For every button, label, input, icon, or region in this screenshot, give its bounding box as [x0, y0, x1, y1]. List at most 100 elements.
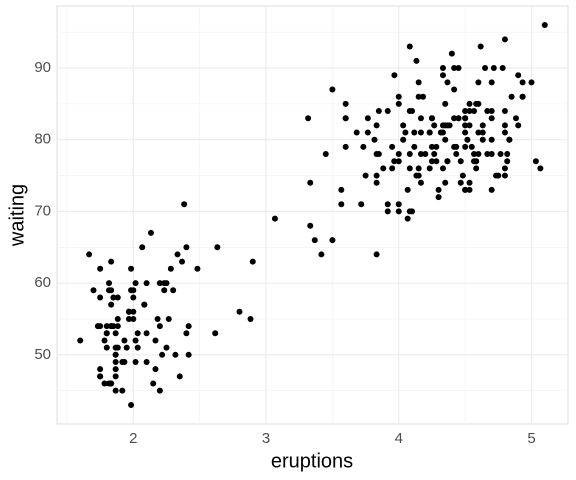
x-tick-label: 4	[395, 430, 403, 447]
point	[159, 351, 166, 358]
point	[462, 115, 469, 122]
point	[466, 108, 473, 115]
point	[457, 179, 464, 186]
point	[132, 280, 139, 287]
point	[373, 251, 380, 258]
point	[106, 280, 113, 287]
point	[132, 337, 139, 344]
point	[271, 215, 278, 222]
point	[185, 323, 192, 330]
point	[471, 151, 478, 158]
point	[176, 373, 183, 380]
point	[110, 294, 117, 301]
point	[371, 136, 378, 143]
point	[468, 143, 475, 150]
point	[174, 251, 181, 258]
point	[477, 43, 484, 50]
point	[97, 366, 104, 373]
point	[389, 165, 396, 172]
point	[488, 186, 495, 193]
point	[139, 244, 146, 251]
point	[479, 122, 486, 129]
point	[373, 151, 380, 158]
point	[475, 79, 482, 86]
point	[428, 143, 435, 150]
point	[110, 323, 117, 330]
point	[532, 158, 539, 165]
point	[415, 172, 422, 179]
point	[395, 93, 402, 100]
point	[86, 251, 93, 258]
point	[360, 143, 367, 150]
point	[318, 251, 325, 258]
point	[462, 122, 469, 129]
point	[329, 86, 336, 93]
point	[172, 351, 179, 358]
point	[417, 179, 424, 186]
point	[123, 344, 130, 351]
point	[147, 229, 154, 236]
x-tick-label: 2	[129, 430, 137, 447]
point	[442, 136, 449, 143]
point	[152, 337, 159, 344]
point	[373, 179, 380, 186]
point	[185, 351, 192, 358]
point	[508, 93, 515, 100]
point	[404, 215, 411, 222]
point	[451, 86, 458, 93]
point	[128, 402, 135, 408]
point	[426, 165, 433, 172]
point	[329, 237, 336, 244]
point	[322, 151, 329, 158]
point	[448, 50, 455, 57]
point	[375, 108, 382, 115]
point	[108, 258, 115, 265]
y-tick-label: 50	[34, 346, 51, 363]
point	[433, 143, 440, 150]
point	[338, 186, 345, 193]
point	[506, 136, 513, 143]
point	[384, 208, 391, 215]
point	[455, 115, 462, 122]
point	[444, 158, 451, 165]
point	[121, 358, 128, 365]
point	[101, 380, 108, 387]
point	[141, 301, 148, 308]
point	[214, 244, 221, 251]
point	[112, 366, 119, 373]
point	[406, 165, 413, 172]
point	[484, 108, 491, 115]
point	[183, 330, 190, 337]
point	[462, 108, 469, 115]
point	[415, 93, 422, 100]
point	[395, 201, 402, 208]
point	[519, 79, 526, 86]
point	[462, 186, 469, 193]
point	[311, 237, 318, 244]
point	[473, 100, 480, 107]
point	[212, 330, 219, 337]
point	[395, 151, 402, 158]
point	[512, 115, 519, 122]
point	[504, 151, 511, 158]
point	[479, 129, 486, 136]
point	[415, 79, 422, 86]
point	[473, 158, 480, 165]
point	[170, 287, 177, 294]
point	[473, 165, 480, 172]
point	[97, 373, 104, 380]
point	[103, 323, 110, 330]
point	[435, 186, 442, 193]
point	[488, 136, 495, 143]
point	[400, 122, 407, 129]
point	[307, 179, 314, 186]
point	[515, 122, 522, 129]
point	[391, 72, 398, 79]
point	[364, 115, 371, 122]
point	[163, 280, 170, 287]
point	[537, 165, 544, 172]
point	[400, 136, 407, 143]
point	[439, 129, 446, 136]
point	[119, 387, 126, 394]
